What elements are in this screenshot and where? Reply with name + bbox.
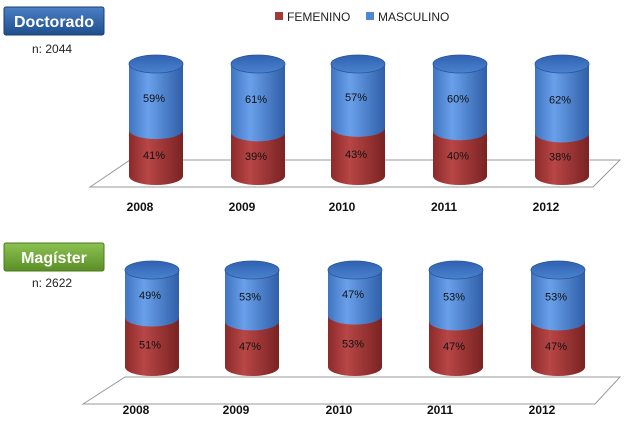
data-label-masculino: 60% (447, 94, 469, 106)
panel-doctorado-header: Doctorado n: 2044 (3, 6, 105, 56)
chart-magister: 49% 51% 2008 53% 47% 2009 47% 53% 2010 53% 47% 2011… (81, 260, 622, 417)
bar-segment-masculino (531, 270, 585, 331)
bar-magister-2008: 49% 51% (124, 260, 180, 376)
bar-segment-femenino (125, 317, 179, 376)
legend-label-femenino: FEMENINO (287, 10, 350, 24)
legend-swatch-masculino (366, 12, 374, 20)
bar-segment-femenino (531, 321, 585, 376)
bar-top-cap (128, 54, 184, 74)
legend-label-masculino: MASCULINO (378, 10, 449, 24)
data-label-masculino: 62% (549, 95, 571, 107)
data-label-femenino: 38% (549, 152, 571, 164)
bar-top-cap (432, 54, 488, 74)
data-label-masculino: 59% (143, 93, 165, 105)
data-label-masculino: 53% (443, 292, 465, 304)
data-label-femenino: 43% (345, 149, 367, 161)
bar-magister-2009: 53% 47% (224, 260, 280, 376)
bar-magister-2010: 47% 53% (327, 260, 383, 376)
bar-segment-femenino (129, 130, 183, 185)
bar-doctorado-2011: 60% 40% (432, 54, 488, 185)
bar-segment-masculino (429, 270, 483, 331)
sample-size-doctorado: n: 2044 (32, 42, 72, 56)
bar-segment-femenino (535, 133, 589, 185)
bar-segment-masculino (433, 64, 487, 141)
data-label-femenino: 47% (239, 341, 261, 353)
bar-segment-femenino (429, 321, 483, 376)
bar-top-cap (230, 54, 286, 74)
title-badge-magister (3, 242, 105, 272)
x-tick-label: 2009 (229, 200, 256, 214)
bar-magister-2011: 53% 47% (428, 260, 484, 376)
bar-segment-femenino (433, 131, 487, 185)
data-label-femenino: 40% (447, 151, 469, 163)
data-label-masculino: 53% (545, 292, 567, 304)
data-label-masculino: 47% (342, 289, 364, 301)
bar-doctorado-2009: 61% 39% (230, 54, 286, 185)
bar-segment-masculino (328, 270, 382, 325)
bar-doctorado-2012: 62% 38% (534, 54, 590, 185)
bar-top-cap (330, 54, 386, 74)
data-label-femenino: 41% (143, 150, 165, 162)
x-tick-label: 2010 (326, 403, 353, 417)
title-badge-doctorado (3, 6, 105, 36)
bar-segment-masculino (125, 270, 179, 327)
bar-segment-femenino (231, 132, 285, 185)
bar-top-cap (428, 260, 484, 280)
bar-segment-masculino (331, 64, 385, 137)
x-tick-label: 2011 (431, 200, 457, 214)
data-label-masculino: 49% (139, 290, 161, 302)
bar-top-cap (224, 260, 280, 280)
data-label-masculino: 53% (239, 292, 261, 304)
data-label-femenino: 47% (545, 341, 567, 353)
data-label-femenino: 47% (443, 341, 465, 353)
x-tick-label: 2008 (127, 200, 154, 214)
data-label-femenino: 51% (139, 339, 161, 351)
x-tick-label: 2012 (533, 200, 560, 214)
bar-doctorado-2008: 59% 41% (128, 54, 184, 185)
bar-top-cap (530, 260, 586, 280)
legend-swatch-femenino (275, 12, 283, 20)
bar-segment-masculino (535, 64, 589, 143)
x-tick-label: 2008 (123, 403, 150, 417)
chart-doctorado: 59% 41% 2008 61% 39% 2009 57% 43% 2010 60% 40% 2011… (88, 54, 622, 214)
bar-segment-masculino (225, 270, 279, 331)
panel-title-doctorado: Doctorado (14, 14, 94, 31)
panel-magister-header: Magíster n: 2622 (3, 242, 105, 290)
x-tick-label: 2010 (329, 200, 356, 214)
bar-doctorado-2010: 57% 43% (330, 54, 386, 185)
bar-segment-masculino (129, 64, 183, 140)
bar-segment-femenino (225, 321, 279, 376)
bar-magister-2012: 53% 47% (530, 260, 586, 376)
bar-top-cap (534, 54, 590, 74)
sample-size-magister: n: 2622 (32, 276, 72, 290)
data-label-masculino: 57% (345, 92, 367, 104)
x-tick-label: 2009 (223, 403, 250, 417)
bar-top-cap (327, 260, 383, 280)
x-tick-label: 2011 (427, 403, 453, 417)
data-label-masculino: 61% (245, 94, 267, 106)
floor-plane-magister (81, 376, 622, 405)
bar-segment-masculino (231, 64, 285, 142)
legend: FEMENINO MASCULINO (275, 10, 449, 24)
bar-segment-femenino (328, 315, 382, 376)
panel-title-magister: Magíster (21, 250, 87, 267)
bar-segment-femenino (331, 127, 385, 185)
data-label-femenino: 39% (245, 151, 267, 163)
data-label-femenino: 53% (342, 338, 364, 350)
x-tick-label: 2012 (529, 403, 556, 417)
bar-top-cap (124, 260, 180, 280)
